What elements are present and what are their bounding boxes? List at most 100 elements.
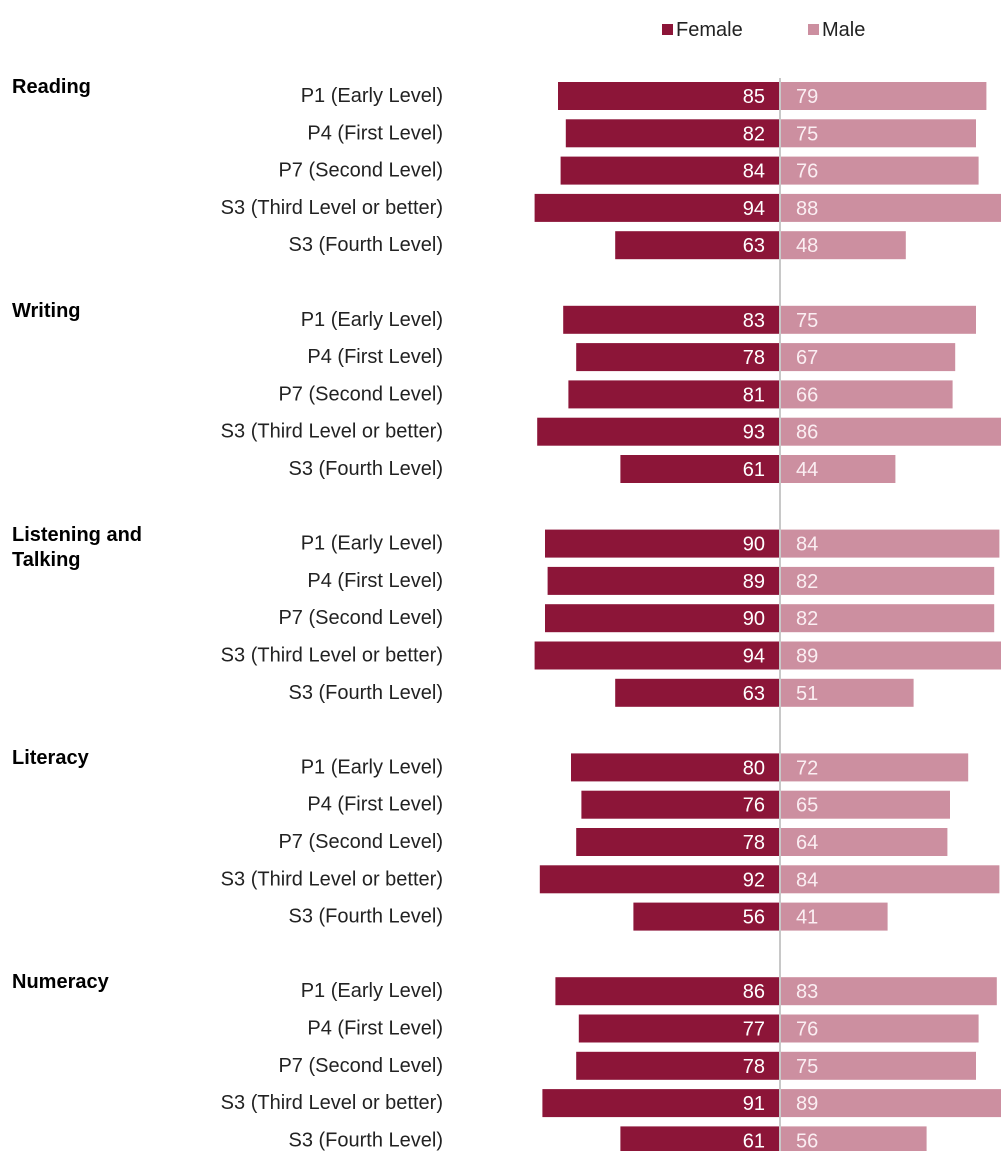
category-label: P4 (First Level) [307,1018,443,1040]
category-label: S3 (Fourth Level) [288,1129,443,1151]
bar [558,82,779,110]
value-label: 78 [743,832,765,854]
bar [539,865,779,894]
value-label: 86 [743,981,765,1003]
group-label: Numeracy [12,971,109,994]
bar [576,343,779,372]
value-label: 44 [796,459,818,481]
value-label: 84 [743,161,765,183]
bar [633,902,779,931]
category-label: P1 (Early Level) [301,309,443,331]
value-label: 76 [796,161,818,183]
value-label: 65 [796,795,818,817]
bar [781,604,995,633]
value-label: 79 [796,86,818,108]
category-label: P4 (First Level) [307,122,443,144]
category-label: P7 (Second Level) [278,831,443,853]
value-label: 76 [796,1019,818,1041]
bar [781,828,948,856]
bar [620,1126,779,1151]
category-label: S3 (Third Level or better) [221,645,443,667]
value-label: 48 [796,235,818,257]
bar [576,828,779,856]
bar [781,193,1001,222]
legend-marker [662,24,673,35]
legend-label: Female [676,19,743,41]
value-label: 82 [743,123,765,145]
category-label: P7 (Second Level) [278,160,443,182]
value-label: 89 [796,646,818,668]
group-label: Literacy [12,747,89,770]
bar [781,566,995,595]
category-label: P4 (First Level) [307,346,443,368]
value-label: 92 [743,869,765,891]
value-label: 83 [743,310,765,332]
category-label: P7 (Second Level) [278,607,443,629]
value-label: 90 [743,534,765,556]
bar [781,305,976,334]
bar [615,231,779,260]
bar [571,753,779,782]
category-label: S3 (Third Level or better) [221,1092,443,1114]
value-label: 66 [796,384,818,406]
category-label: S3 (Fourth Level) [288,906,443,928]
value-label: 76 [743,795,765,817]
value-label: 86 [796,422,818,444]
legend-label: Male [822,19,865,41]
category-label: S3 (Fourth Level) [288,682,443,704]
value-label: 83 [796,981,818,1003]
category-label: S3 (Third Level or better) [221,421,443,443]
category-label: P7 (Second Level) [278,383,443,405]
bar [781,82,987,110]
value-label: 51 [796,683,818,705]
category-label: P4 (First Level) [307,794,443,816]
value-label: 67 [796,347,818,369]
value-label: 84 [796,534,818,556]
value-label: 78 [743,347,765,369]
bar [781,1126,927,1151]
value-label: 93 [743,422,765,444]
bar [781,902,888,931]
bar [781,343,956,372]
category-label: S3 (Fourth Level) [288,458,443,480]
bar [781,1089,1001,1118]
value-label: 41 [796,907,818,929]
value-label: 63 [743,683,765,705]
value-label: 90 [743,608,765,630]
value-label: 72 [796,757,818,779]
value-label: 89 [743,571,765,593]
bar [581,790,779,819]
bar [568,380,779,409]
value-label: 81 [743,384,765,406]
bar [781,529,1000,558]
bar [781,455,896,483]
bar [578,1014,779,1043]
bar [620,455,779,483]
bar [555,977,779,1006]
bar [781,641,1001,670]
value-label: 64 [796,832,818,854]
bar [547,566,779,595]
category-label: P1 (Early Level) [301,533,443,555]
bar [542,1089,779,1118]
value-label: 56 [796,1130,818,1151]
bar [781,417,1001,446]
bar [576,1051,779,1080]
value-label: 78 [743,1056,765,1078]
group-label: Writing [12,299,81,322]
category-label: P4 (First Level) [307,570,443,592]
value-label: 85 [743,86,765,108]
category-label: S3 (Third Level or better) [221,868,443,890]
category-label: S3 (Fourth Level) [288,234,443,256]
bar [781,977,997,1006]
category-label: P7 (Second Level) [278,1055,443,1077]
bar [560,156,779,185]
category-label: P1 (Early Level) [301,756,443,778]
group-label: Listening and Talking [12,523,142,571]
value-label: 88 [796,198,818,220]
category-label: P1 (Early Level) [301,85,443,107]
value-label: 75 [796,1056,818,1078]
value-label: 82 [796,571,818,593]
